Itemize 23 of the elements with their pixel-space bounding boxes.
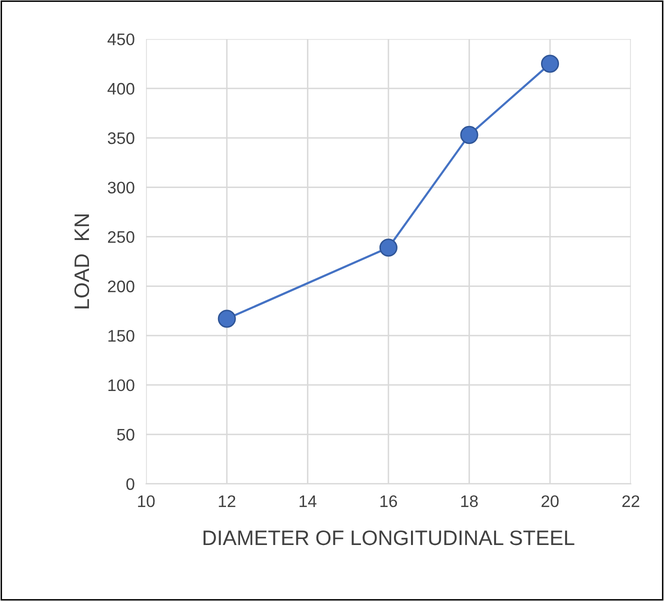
y-tick-label: 150 (108, 330, 134, 342)
point (218, 310, 236, 328)
x-tick-label: 22 (622, 495, 640, 507)
y-tick-label: 300 (108, 182, 134, 194)
point (460, 126, 478, 144)
y-tick-label: 200 (108, 280, 134, 292)
y-tick-label: 400 (108, 82, 134, 95)
y-tick-label: 50 (117, 428, 134, 441)
y-tick-label: 250 (108, 231, 134, 243)
y-tick-label: 100 (108, 379, 134, 392)
x-tick-label: 18 (461, 495, 478, 508)
x-tick-label: 12 (218, 495, 236, 507)
point (540, 54, 560, 73)
y-tick-label: 350 (108, 132, 134, 144)
x-tick-label: 14 (300, 496, 316, 507)
point (379, 238, 398, 257)
y-tick-label: 450 (108, 33, 134, 46)
x-tick-label: 10 (138, 495, 155, 508)
x-axis-title: DIAMETER OF LONGITUDINAL STEEL (204, 530, 574, 546)
y-tick-label: 0 (126, 478, 134, 490)
x-tick-label: 16 (380, 495, 397, 508)
y-axis-title: LOAD KN (74, 214, 90, 308)
x-tick-label: 20 (542, 495, 559, 508)
